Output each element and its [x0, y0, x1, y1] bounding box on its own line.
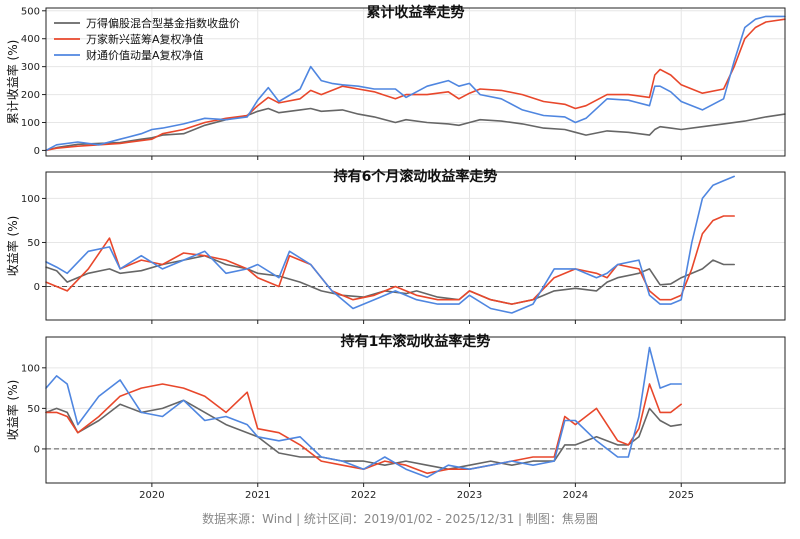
series-line-fund_b: [45, 175, 736, 314]
footer-source-note: 数据来源：Wind | 统计区间：2019/01/02 - 2025/12/31…: [202, 512, 598, 526]
series-line-fund_b: [45, 15, 786, 152]
y-axis-label: 累计收益率 (%): [5, 40, 20, 125]
series-line-index: [45, 254, 736, 305]
plot-frame: [45, 336, 786, 484]
x-tick-label: 2025: [669, 490, 694, 501]
x-axis-ticks: [151, 320, 682, 324]
y-tick-label: 100: [21, 363, 40, 374]
series-line-fund_a: [45, 18, 786, 152]
x-tick-label: 2024: [563, 490, 588, 501]
y-tick-label: 100: [21, 118, 40, 129]
series-line-index: [45, 107, 786, 152]
y-axis-ticks: 0 100 200 300 400 500: [21, 6, 46, 157]
series-line-fund_b: [45, 346, 683, 479]
y-tick-label: 50: [27, 238, 40, 249]
y-axis-label: 收益率 (%): [5, 380, 20, 441]
x-tick-label: 2020: [139, 490, 164, 501]
series-line-fund_a: [45, 215, 736, 305]
y-tick-label: 50: [27, 404, 40, 415]
plot-frame: [45, 171, 786, 321]
x-tick-label: 2021: [245, 490, 270, 501]
y-tick-label: 400: [21, 34, 40, 45]
panel-title: 持有1年滚动收益率走势: [341, 333, 491, 350]
x-tick-label: 2023: [457, 490, 482, 501]
legend-label-fund_b: 财通价值动量A复权净值: [86, 48, 204, 62]
panel-3: 0 50 100 2020 2021 2022 2023 2024 2025 持有1年滚动收益率走…: [5, 333, 786, 501]
plot-frame: [45, 7, 786, 157]
x-axis-ticks: 2020 2021 2022 2023 2024 2025: [139, 483, 694, 501]
legend-label-fund_a: 万家新兴蓝筹A复权净值: [86, 32, 204, 46]
y-axis-ticks: 0 50 100: [21, 363, 46, 455]
gridlines: [46, 8, 785, 156]
y-tick-label: 0: [34, 146, 40, 157]
legend-label-index: 万得偏股混合型基金指数收盘价: [86, 16, 240, 30]
x-tick-label: 2022: [351, 490, 376, 501]
y-axis-ticks: 0 50 100: [21, 194, 46, 293]
panel-title: 累计收益率走势: [367, 4, 465, 21]
x-axis-ticks: [151, 156, 682, 160]
y-tick-label: 0: [34, 444, 40, 455]
series-line-fund_a: [45, 383, 683, 475]
y-axis-label: 收益率 (%): [5, 216, 20, 277]
y-tick-label: 500: [21, 6, 40, 17]
y-tick-label: 100: [21, 194, 40, 205]
panel-title: 持有6个月滚动收益率走势: [334, 168, 498, 185]
y-tick-label: 200: [21, 90, 40, 101]
y-tick-label: 0: [34, 282, 40, 293]
y-tick-label: 300: [21, 62, 40, 73]
